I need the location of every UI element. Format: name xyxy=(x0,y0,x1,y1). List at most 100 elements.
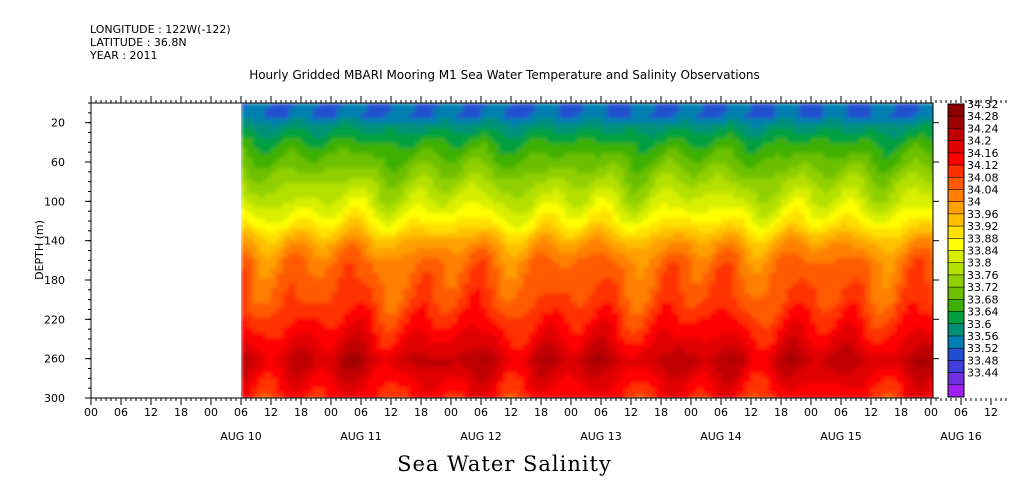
heatmap-cell xyxy=(421,278,428,284)
heatmap-cell xyxy=(709,118,716,124)
heatmap-cell xyxy=(283,183,290,189)
heatmap-cell xyxy=(673,158,680,164)
heatmap-cell xyxy=(619,108,626,114)
heatmap-cell xyxy=(307,248,314,254)
heatmap-cell xyxy=(589,338,596,344)
heatmap-cell xyxy=(493,238,500,244)
heatmap-cell xyxy=(391,323,398,329)
heatmap-cell xyxy=(445,293,452,299)
heatmap-cell xyxy=(583,193,590,199)
heatmap-cell xyxy=(505,183,512,189)
heatmap-cell xyxy=(499,193,506,199)
heatmap-cell xyxy=(475,228,482,234)
heatmap-cell xyxy=(607,108,614,114)
heatmap-cell xyxy=(277,168,284,174)
heatmap-cell xyxy=(571,173,578,179)
heatmap-cell xyxy=(295,173,302,179)
heatmap-cell xyxy=(727,108,734,114)
heatmap-cell xyxy=(565,368,572,374)
heatmap-cell xyxy=(325,248,332,254)
heatmap-cell xyxy=(691,358,698,364)
heatmap-cell xyxy=(403,323,410,329)
heatmap-cell xyxy=(601,178,608,184)
heatmap-cell xyxy=(457,208,464,214)
heatmap-cell xyxy=(547,373,554,379)
heatmap-cell xyxy=(721,308,728,314)
heatmap-cell xyxy=(271,113,278,119)
heatmap-cell xyxy=(373,163,380,169)
heatmap-cell xyxy=(553,143,560,149)
heatmap-cell xyxy=(445,233,452,239)
heatmap-cell xyxy=(409,388,416,394)
heatmap-cell xyxy=(511,353,518,359)
heatmap-cell xyxy=(433,268,440,274)
heatmap-cell xyxy=(607,153,614,159)
heatmap-cell xyxy=(637,178,644,184)
heatmap-cell xyxy=(583,363,590,369)
heatmap-cell xyxy=(439,293,446,299)
heatmap-cell xyxy=(619,218,626,224)
heatmap-cell xyxy=(607,378,614,384)
heatmap-cell xyxy=(475,178,482,184)
heatmap-cell xyxy=(415,228,422,234)
heatmap-cell xyxy=(403,133,410,139)
heatmap-cell xyxy=(481,263,488,269)
heatmap-cell xyxy=(313,243,320,249)
heatmap-cell xyxy=(379,128,386,134)
heatmap-cell xyxy=(307,393,314,398)
heatmap-cell xyxy=(535,338,542,344)
heatmap-cell xyxy=(565,108,572,114)
heatmap-cell xyxy=(649,183,656,189)
heatmap-cell xyxy=(277,318,284,324)
heatmap-cell xyxy=(415,298,422,304)
heatmap-cell xyxy=(505,218,512,224)
heatmap-cell xyxy=(247,258,254,264)
heatmap-cell xyxy=(625,393,632,398)
heatmap-cell xyxy=(535,328,542,334)
heatmap-cell xyxy=(301,373,308,379)
heatmap-cell xyxy=(715,268,722,274)
heatmap-cell xyxy=(361,123,368,129)
heatmap-cell xyxy=(511,218,518,224)
heatmap-cell xyxy=(553,373,560,379)
heatmap-cell xyxy=(661,158,668,164)
heatmap-cell xyxy=(709,313,716,319)
heatmap-cell xyxy=(631,258,638,264)
heatmap-cell xyxy=(589,243,596,249)
heatmap-cell xyxy=(403,218,410,224)
heatmap-cell xyxy=(565,288,572,294)
heatmap-cell xyxy=(655,148,662,154)
heatmap-cell xyxy=(349,223,356,229)
heatmap-cell xyxy=(409,333,416,339)
heatmap-cell xyxy=(445,303,452,309)
heatmap-cell xyxy=(727,278,734,284)
heatmap-cell xyxy=(409,303,416,309)
heatmap-cell xyxy=(649,248,656,254)
heatmap-cell xyxy=(313,388,320,394)
heatmap-cell xyxy=(277,273,284,279)
heatmap-cell xyxy=(379,373,386,379)
heatmap-cell xyxy=(739,298,746,304)
heatmap-cell xyxy=(427,208,434,214)
heatmap-cell xyxy=(607,348,614,354)
heatmap-cell xyxy=(553,283,560,289)
heatmap-cell xyxy=(631,308,638,314)
heatmap-cell xyxy=(631,183,638,189)
heatmap-cell xyxy=(691,128,698,134)
heatmap-cell xyxy=(331,128,338,134)
heatmap-cell xyxy=(433,108,440,114)
heatmap-cell xyxy=(505,118,512,124)
heatmap-cell xyxy=(553,323,560,329)
heatmap-cell xyxy=(529,278,536,284)
heatmap-cell xyxy=(403,303,410,309)
heatmap-cell xyxy=(667,348,674,354)
heatmap-cell xyxy=(691,268,698,274)
heatmap-cell xyxy=(631,338,638,344)
heatmap-cell xyxy=(301,338,308,344)
heatmap-cell xyxy=(619,263,626,269)
heatmap-cell xyxy=(739,383,746,389)
heatmap-cell xyxy=(349,178,356,184)
heatmap-cell xyxy=(385,293,392,299)
heatmap-cell xyxy=(517,388,524,394)
heatmap-cell xyxy=(265,353,272,359)
